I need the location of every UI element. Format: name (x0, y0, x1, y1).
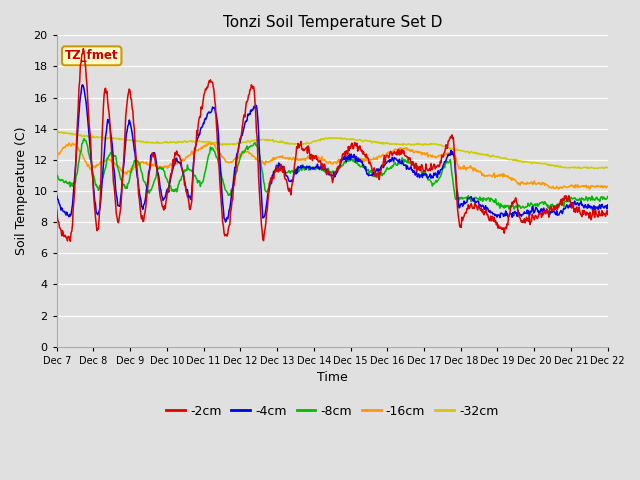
X-axis label: Time: Time (317, 372, 348, 384)
Title: Tonzi Soil Temperature Set D: Tonzi Soil Temperature Set D (223, 15, 442, 30)
Text: TZ_fmet: TZ_fmet (65, 49, 118, 62)
Legend: -2cm, -4cm, -8cm, -16cm, -32cm: -2cm, -4cm, -8cm, -16cm, -32cm (161, 400, 503, 423)
Y-axis label: Soil Temperature (C): Soil Temperature (C) (15, 127, 28, 255)
